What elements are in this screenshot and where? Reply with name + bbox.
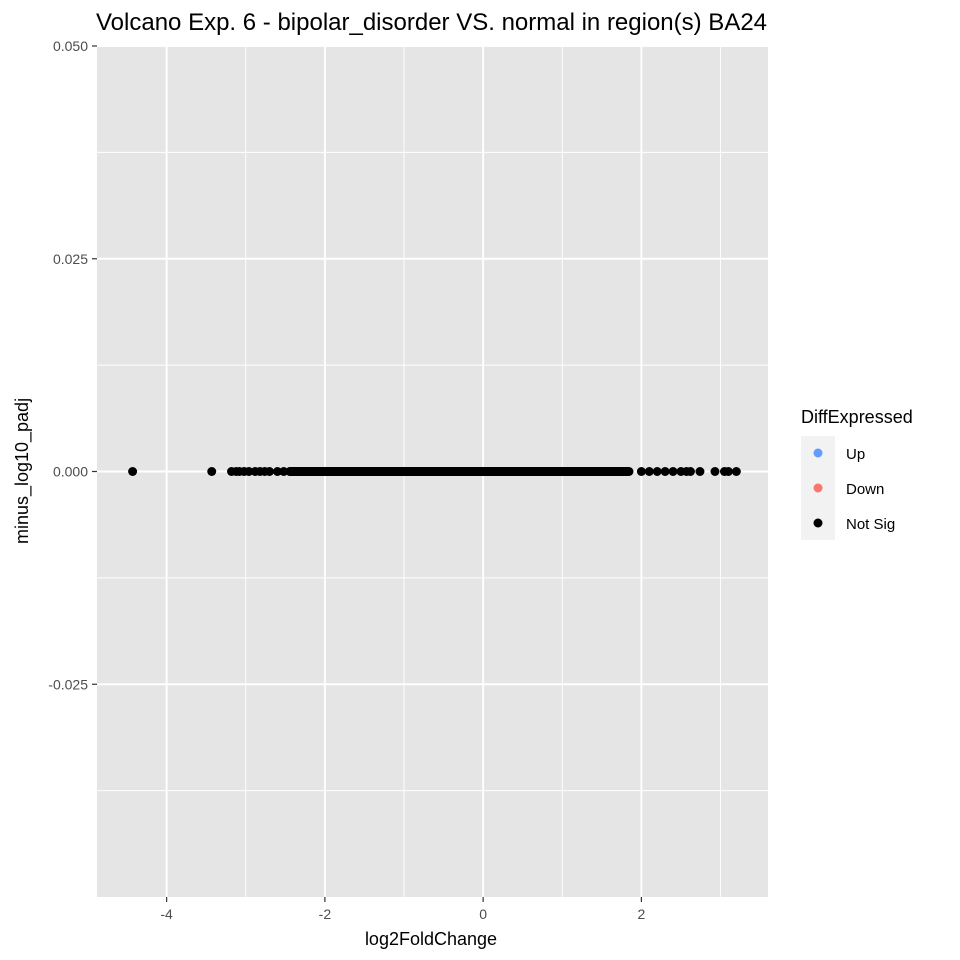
data-point	[128, 467, 138, 476]
x-axis-title: log2FoldChange	[365, 929, 497, 949]
data-point	[207, 467, 217, 476]
data-points	[128, 467, 741, 476]
legend: DiffExpressed Up Down Not Sig	[801, 407, 913, 540]
x-tick-label: -2	[319, 906, 332, 922]
data-point	[359, 467, 369, 476]
x-tick-label: -4	[160, 906, 173, 922]
y-tick-label: 0.025	[53, 251, 88, 267]
data-point	[723, 467, 733, 476]
legend-label: Not Sig	[846, 516, 895, 533]
x-tick-label: 2	[637, 906, 645, 922]
data-point	[272, 467, 282, 476]
data-point	[652, 467, 662, 476]
data-point	[320, 467, 330, 476]
chart-title: Volcano Exp. 6 - bipolar_disorder VS. no…	[96, 9, 767, 36]
y-tick-label: -0.025	[48, 676, 88, 692]
legend-label: Down	[846, 481, 884, 498]
data-point	[685, 467, 695, 476]
data-point	[636, 467, 646, 476]
data-point	[668, 467, 678, 476]
legend-title: DiffExpressed	[801, 407, 913, 427]
y-tick-label: 0.000	[53, 464, 88, 480]
data-point	[312, 467, 322, 476]
data-point	[336, 467, 346, 476]
y-axis-title: minus_log10_padj	[12, 398, 33, 544]
data-point	[279, 467, 289, 476]
data-point	[298, 467, 308, 476]
data-point	[597, 467, 607, 476]
data-point	[304, 467, 314, 476]
data-point	[731, 467, 741, 476]
data-point	[518, 467, 528, 476]
data-point	[621, 467, 631, 476]
data-point	[439, 467, 449, 476]
data-point	[644, 467, 654, 476]
data-point	[710, 467, 720, 476]
y-tick-label: 0.050	[53, 38, 88, 54]
data-point	[264, 467, 274, 476]
x-axis: -4 -2 0 2	[160, 897, 645, 922]
data-point	[557, 467, 567, 476]
data-point	[399, 467, 409, 476]
legend-key	[813, 448, 823, 458]
data-point	[660, 467, 670, 476]
data-point	[285, 467, 295, 476]
dense-point-cluster	[285, 467, 634, 476]
legend-key	[813, 483, 823, 493]
y-axis: -0.025 0.000 0.025 0.050	[48, 38, 97, 692]
legend-label: Up	[846, 446, 865, 463]
data-point	[695, 467, 705, 476]
legend-key	[813, 518, 823, 528]
data-point	[291, 467, 301, 476]
x-tick-label: 0	[479, 906, 487, 922]
dense-point-band	[285, 467, 634, 476]
data-point	[478, 467, 488, 476]
data-point	[244, 467, 254, 476]
